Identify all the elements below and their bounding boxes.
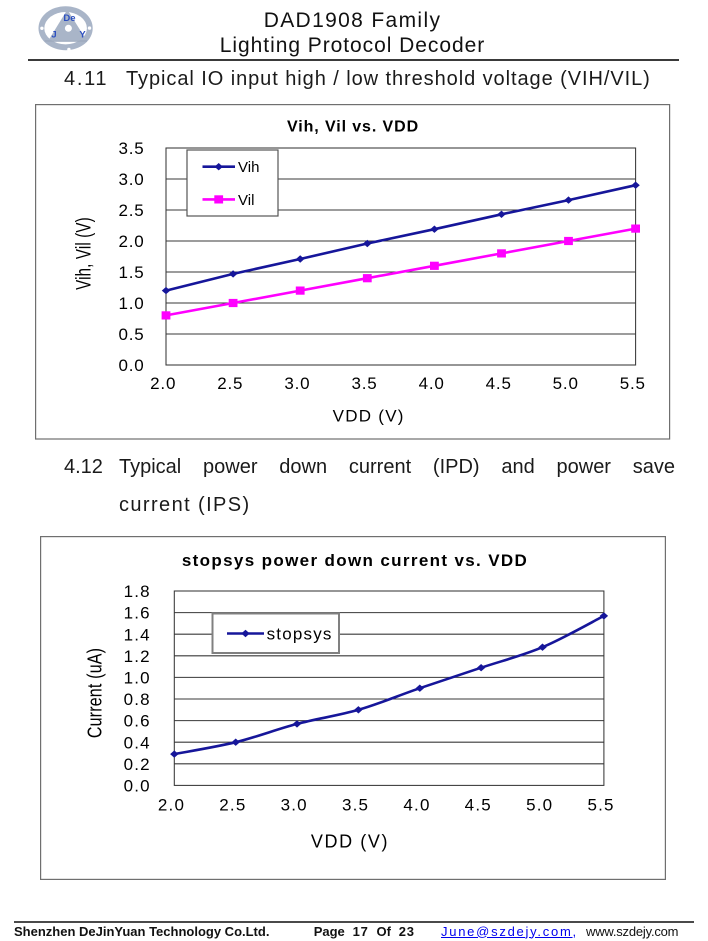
- svg-text:2.0: 2.0: [158, 796, 185, 815]
- svg-text:1.5: 1.5: [118, 263, 144, 282]
- svg-text:4.0: 4.0: [419, 374, 445, 393]
- svg-text:VDD (V): VDD (V): [333, 407, 405, 426]
- svg-text:4.5: 4.5: [486, 374, 512, 393]
- svg-text:stopsys: stopsys: [267, 625, 333, 644]
- svg-text:3.5: 3.5: [342, 796, 369, 815]
- svg-text:5.0: 5.0: [526, 796, 553, 815]
- svg-text:De: De: [63, 13, 75, 24]
- svg-text:Current (uA): Current (uA): [83, 648, 106, 738]
- svg-text:2.0: 2.0: [150, 374, 176, 393]
- svg-text:5.5: 5.5: [587, 796, 614, 815]
- svg-text:3.0: 3.0: [118, 170, 144, 189]
- svg-text:4.5: 4.5: [465, 796, 492, 815]
- svg-text:Vil: Vil: [238, 192, 254, 209]
- svg-text:0.2: 0.2: [124, 755, 151, 774]
- svg-text:Vih, Vil (V): Vih, Vil (V): [71, 217, 95, 290]
- svg-text:VDD (V): VDD (V): [311, 831, 389, 851]
- svg-text:1.4: 1.4: [124, 625, 151, 644]
- svg-text:3.0: 3.0: [284, 374, 310, 393]
- svg-text:4.0: 4.0: [403, 796, 430, 815]
- svg-text:0.0: 0.0: [118, 356, 144, 375]
- svg-text:0.0: 0.0: [124, 777, 151, 796]
- svg-text:0.4: 0.4: [124, 733, 151, 752]
- svg-text:3.0: 3.0: [281, 796, 308, 815]
- svg-text:0.8: 0.8: [124, 690, 151, 709]
- svg-text:2.0: 2.0: [118, 232, 144, 251]
- svg-text:3.5: 3.5: [351, 374, 377, 393]
- svg-text:3.5: 3.5: [118, 139, 144, 158]
- svg-text:0.6: 0.6: [124, 712, 151, 731]
- svg-text:Vih, Vil vs. VDD: Vih, Vil vs. VDD: [287, 119, 419, 136]
- svg-text:stopsys power down current vs.: stopsys power down current vs. VDD: [182, 551, 528, 570]
- svg-text:2.5: 2.5: [217, 374, 243, 393]
- svg-text:J: J: [51, 30, 56, 41]
- svg-text:5.0: 5.0: [553, 374, 579, 393]
- svg-text:0.5: 0.5: [118, 325, 144, 344]
- svg-text:1.8: 1.8: [124, 582, 151, 601]
- svg-text:Y: Y: [79, 30, 86, 41]
- svg-text:Vih: Vih: [238, 159, 259, 176]
- svg-text:5.5: 5.5: [620, 374, 646, 393]
- svg-text:1.2: 1.2: [124, 647, 151, 666]
- svg-text:2.5: 2.5: [118, 201, 144, 220]
- svg-text:1.6: 1.6: [124, 604, 151, 623]
- svg-text:2.5: 2.5: [219, 796, 246, 815]
- svg-text:1.0: 1.0: [124, 669, 151, 688]
- svg-text:1.0: 1.0: [118, 294, 144, 313]
